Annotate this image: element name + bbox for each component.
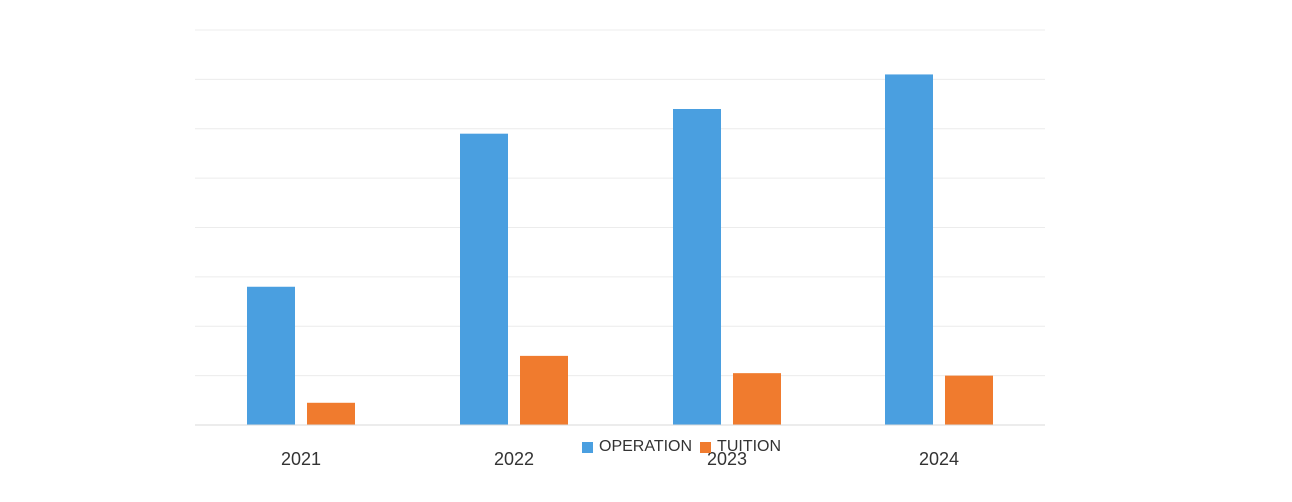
legend-item-operation: OPERATION [582, 438, 692, 456]
legend-label-tuition: TUITION [717, 438, 782, 455]
bar-tuition-2021 [307, 402, 355, 425]
legend-swatch-operation [582, 441, 593, 453]
x-tick-label-2024: 2024 [919, 449, 959, 469]
bar-operation-2022 [460, 133, 508, 425]
gridlines [195, 29, 1045, 377]
x-tick-label-2023: 2023 [707, 449, 747, 469]
bar-tuition-2024 [945, 375, 993, 425]
bar-operation-2024 [885, 74, 933, 425]
bar-tuition-2022 [520, 355, 568, 425]
bar-operation-2021 [247, 286, 295, 425]
x-tick-label-2022: 2022 [494, 449, 534, 469]
legend: OPERATION TUITION [582, 438, 781, 456]
legend-item-tuition: TUITION [700, 438, 781, 456]
x-axis: 2021 2022 2023 2024 [195, 424, 1045, 469]
bars [247, 74, 993, 425]
legend-label-operation: OPERATION [599, 438, 693, 455]
x-tick-label-2021: 2021 [281, 449, 321, 469]
bar-operation-2023 [673, 109, 721, 425]
bar-tuition-2023 [733, 373, 781, 425]
legend-swatch-tuition [700, 441, 712, 453]
